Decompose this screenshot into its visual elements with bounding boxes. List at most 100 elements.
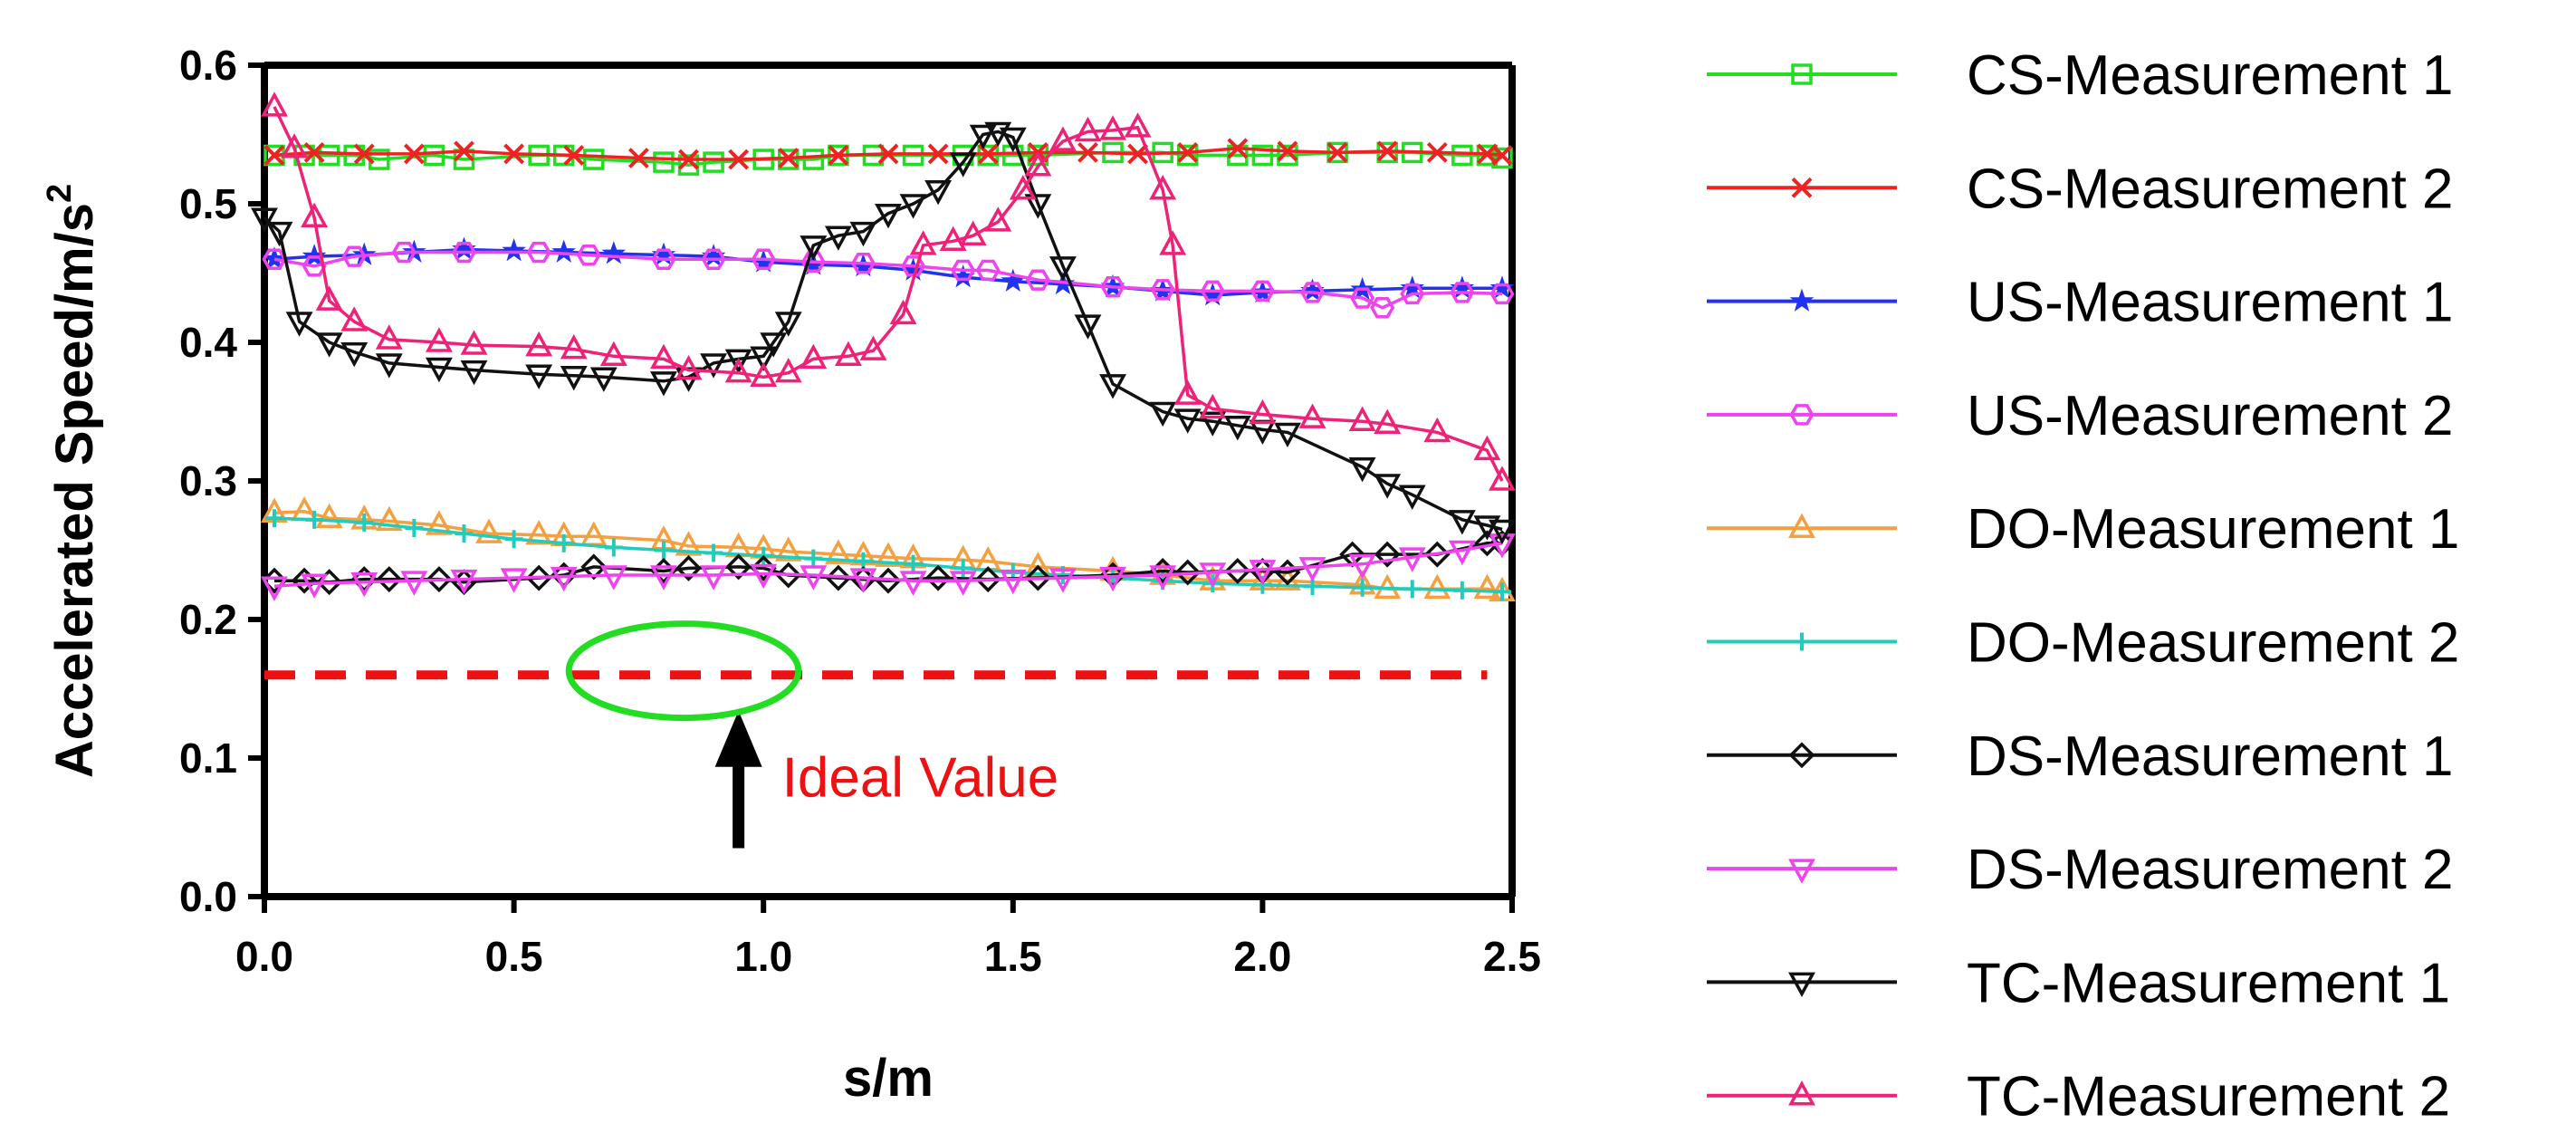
data-point <box>999 569 1027 595</box>
legend-item: DS-Measurement 2 <box>1707 839 2454 901</box>
data-point <box>1374 541 1401 568</box>
data-point <box>974 566 1001 593</box>
data-point <box>1074 116 1102 142</box>
data-point <box>701 248 726 270</box>
legend-marker <box>1788 1080 1815 1106</box>
data-point <box>1149 565 1177 591</box>
data-point <box>1159 230 1187 255</box>
data-point <box>303 141 325 163</box>
data-point <box>800 235 828 261</box>
data-point <box>650 343 677 370</box>
data-point <box>704 543 723 562</box>
data-point <box>1024 151 1052 177</box>
data-point <box>1274 422 1301 448</box>
data-point <box>525 564 552 591</box>
legend-label: DS-Measurement 2 <box>1967 839 2454 901</box>
data-point <box>1348 456 1376 483</box>
data-point <box>1398 485 1426 510</box>
data-point <box>825 564 852 591</box>
data-point <box>301 573 329 599</box>
data-point <box>265 509 284 528</box>
data-point <box>391 241 417 264</box>
data-point <box>262 248 287 270</box>
data-point <box>824 226 852 251</box>
ideal-value-label: Ideal Value <box>782 747 1059 810</box>
data-point <box>924 564 952 591</box>
data-point <box>750 563 778 590</box>
data-point <box>451 241 477 264</box>
data-point <box>677 154 700 176</box>
data-point <box>281 133 309 158</box>
data-point <box>376 566 403 593</box>
data-point <box>315 503 343 529</box>
data-point <box>675 531 703 556</box>
data-point <box>340 306 369 331</box>
data-point <box>1049 256 1077 282</box>
data-point <box>1423 417 1451 443</box>
data-point <box>750 346 778 371</box>
data-point <box>315 332 343 358</box>
data-point <box>1450 282 1475 303</box>
data-point <box>1370 297 1395 319</box>
data-point <box>904 554 923 573</box>
x-ticks: 0.0 0.5 1.0 1.5 2.0 2.5 <box>235 897 1541 980</box>
data-point <box>261 91 288 117</box>
series-layer <box>251 91 1516 602</box>
y-axis-title: Accelerated Speed/m/s2 <box>41 184 104 778</box>
data-point <box>1374 408 1402 435</box>
series-us-measurement-2 <box>262 241 1515 319</box>
data-point <box>1348 406 1376 431</box>
data-point <box>1473 515 1501 541</box>
data-point <box>460 330 488 355</box>
series-cs-measurement-2 <box>263 138 1513 170</box>
series-line <box>273 147 1503 161</box>
data-point <box>375 505 403 532</box>
data-point <box>1350 287 1375 309</box>
data-point <box>350 571 378 598</box>
data-point <box>951 259 976 282</box>
data-point <box>969 124 997 150</box>
data-point <box>475 518 503 543</box>
data-point <box>500 568 528 593</box>
data-point <box>1448 540 1476 566</box>
data-point <box>802 149 825 170</box>
data-point <box>403 143 425 165</box>
data-point <box>315 285 343 311</box>
data-point <box>263 145 285 166</box>
data-point <box>1473 435 1501 461</box>
data-point <box>949 571 977 596</box>
data-point <box>1489 519 1516 545</box>
data-point <box>1492 582 1511 601</box>
data-point <box>774 312 802 337</box>
data-point <box>650 565 677 591</box>
data-point <box>800 251 826 273</box>
data-point <box>525 364 553 389</box>
data-point <box>1099 566 1126 592</box>
data-point <box>1452 581 1471 600</box>
data-point <box>423 144 445 167</box>
data-point <box>924 179 953 206</box>
data-point <box>651 248 676 270</box>
x-axis-title: s/m <box>843 1049 934 1108</box>
data-point <box>1174 559 1202 586</box>
y-tick-label: 0.3 <box>179 457 237 504</box>
data-point <box>724 349 752 375</box>
y-axis-title-main: Accelerated Speed/m/s <box>45 203 104 778</box>
data-point <box>1200 280 1225 302</box>
data-point <box>455 524 474 543</box>
data-point <box>1249 560 1277 585</box>
data-point <box>751 248 776 270</box>
data-point <box>728 149 750 170</box>
data-point <box>1403 580 1422 599</box>
y-tick-label: 0.2 <box>179 596 237 643</box>
data-point <box>580 553 608 581</box>
data-point <box>927 143 949 165</box>
data-point <box>340 341 369 368</box>
data-point <box>291 496 319 522</box>
series-ds-measurement-2 <box>261 533 1516 601</box>
x-tick-label: 1.0 <box>734 933 792 980</box>
legend-marker <box>1788 742 1815 769</box>
y-tick-label: 0.1 <box>179 735 237 782</box>
legend-item: US-Measurement 1 <box>1707 272 2454 334</box>
